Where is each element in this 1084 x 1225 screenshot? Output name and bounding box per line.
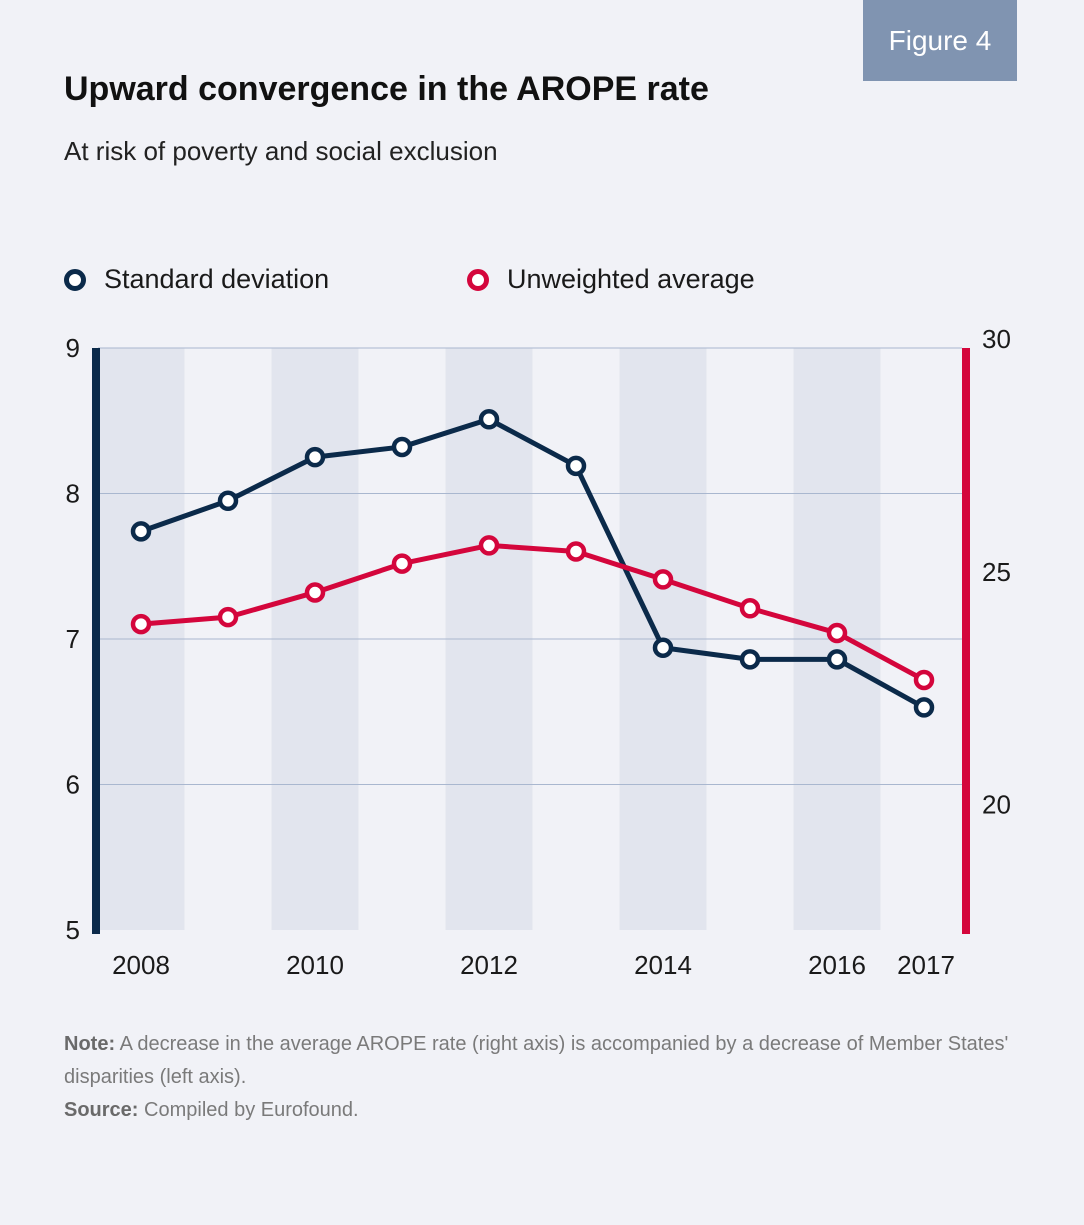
note: Note: A decrease in the average AROPE ra… — [64, 1033, 1009, 1088]
left-axis-line — [92, 348, 100, 934]
left-axis-tick-label: 7 — [66, 624, 80, 654]
data-point — [826, 649, 848, 670]
legend-marker-icon — [467, 268, 489, 291]
data-point — [130, 521, 152, 542]
figure-badge: Figure 4 — [863, 0, 1017, 81]
right-axis-tick-label: 30 — [982, 324, 1011, 354]
data-point — [826, 622, 848, 644]
data-point — [304, 582, 326, 603]
legend-label: Standard deviation — [104, 264, 330, 294]
data-point — [652, 637, 674, 658]
data-point — [478, 409, 500, 430]
x-axis-tick-label: 2017 — [897, 950, 955, 980]
right-axis-tick-label: 25 — [982, 557, 1011, 587]
data-point — [391, 436, 413, 458]
legend-label: Unweighted average — [507, 264, 755, 294]
data-point — [217, 606, 239, 628]
data-point — [565, 455, 587, 477]
right-axis-line — [962, 348, 970, 934]
data-point — [739, 598, 761, 619]
x-axis-tick-label: 2008 — [112, 950, 170, 980]
chart-title: Upward convergence in the AROPE rate — [64, 70, 709, 108]
left-axis-tick-label: 5 — [66, 915, 80, 945]
left-axis-tick-label: 9 — [66, 333, 80, 363]
legend-item-standard-deviation: Standard deviation — [64, 264, 329, 295]
right-axis-tick-label: 20 — [982, 790, 1011, 820]
series-line-unweighted-average — [140, 542, 926, 683]
data-point — [304, 446, 326, 468]
chart-subtitle: At risk of poverty and social exclusion — [64, 136, 498, 166]
data-point — [478, 535, 500, 556]
data-point — [652, 569, 674, 590]
source: Source: Compiled by Eurofound. — [64, 1099, 359, 1121]
x-axis-tick-label: 2016 — [808, 950, 866, 980]
data-point — [217, 490, 239, 512]
chart-notes: Note: A decrease in the average AROPE ra… — [64, 1028, 1054, 1127]
legend-item-unweighted-average: Unweighted average — [467, 264, 755, 295]
data-point — [391, 553, 413, 574]
series-line-standard-deviation — [140, 416, 926, 710]
x-axis-tick-label: 2012 — [460, 950, 518, 980]
left-axis-tick-label: 8 — [66, 479, 80, 509]
data-point — [913, 697, 935, 718]
legend-marker-icon — [64, 268, 86, 291]
data-point — [739, 649, 761, 670]
left-axis-tick-label: 6 — [66, 770, 80, 800]
data-point — [913, 669, 935, 691]
x-axis-tick-label: 2014 — [634, 950, 692, 980]
data-point — [565, 541, 587, 562]
data-point — [130, 613, 152, 635]
x-axis-tick-label: 2010 — [286, 950, 344, 980]
